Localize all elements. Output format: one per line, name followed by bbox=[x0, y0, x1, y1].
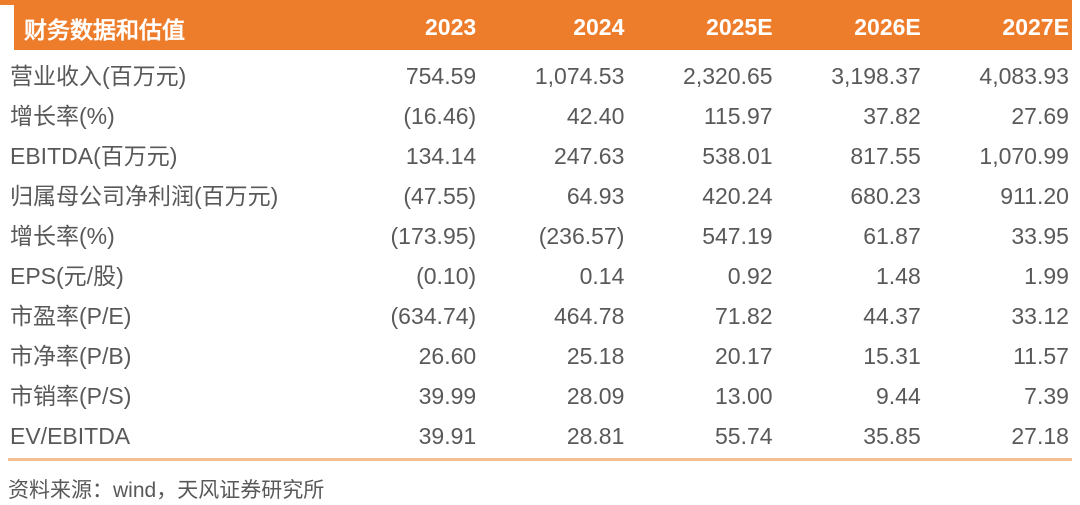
cell-value: 9.44 bbox=[875, 383, 921, 409]
cell-value: 42.40 bbox=[566, 103, 625, 129]
table-row: EBITDA(百万元) 134.14 247.63 538.01 817.55 1,070… bbox=[0, 136, 1071, 176]
cell-value: (236.57) bbox=[538, 223, 625, 249]
row-label: 市净率(P/B) bbox=[10, 343, 132, 369]
cell-value: (173.95) bbox=[390, 223, 477, 249]
table-row: 市盈率(P/E) (634.74) 464.78 71.82 44.37 33.12 bbox=[0, 296, 1071, 336]
cell-value: 1.48 bbox=[875, 263, 921, 289]
table-row: EV/EBITDA 39.91 28.81 55.74 35.85 27.18 bbox=[0, 416, 1071, 456]
cell-value: 13.00 bbox=[715, 383, 773, 409]
cell-value: 35.85 bbox=[863, 423, 921, 449]
cell-value: 71.82 bbox=[715, 303, 773, 329]
cell-value: 44.37 bbox=[863, 303, 921, 329]
cell-value: 39.91 bbox=[418, 423, 477, 449]
row-label: 增长率(%) bbox=[10, 223, 115, 249]
column-header-2023: 2023 bbox=[425, 14, 477, 40]
cell-value: 1,074.53 bbox=[534, 63, 625, 89]
cell-value: 37.82 bbox=[863, 103, 921, 129]
table-row: 营业收入(百万元) 754.59 1,074.53 2,320.65 3,198.37 4… bbox=[0, 56, 1071, 96]
row-label: EBITDA(百万元) bbox=[10, 143, 178, 169]
source-note: 资料来源：wind，天风证券研究所 bbox=[8, 479, 325, 502]
cell-value: 538.01 bbox=[702, 143, 773, 169]
cell-value: 25.18 bbox=[566, 343, 625, 369]
table-top-border bbox=[0, 0, 1072, 5]
table-body: 营业收入(百万元) 754.59 1,074.53 2,320.65 3,198.37 4… bbox=[0, 50, 1080, 456]
cell-value: 33.12 bbox=[1011, 303, 1069, 329]
table-title: 财务数据和估值 bbox=[24, 16, 185, 43]
cell-value: 28.09 bbox=[566, 383, 625, 409]
cell-value: 15.31 bbox=[863, 343, 921, 369]
cell-value: 61.87 bbox=[863, 223, 921, 249]
table-row: 市净率(P/B) 26.60 25.18 20.17 15.31 11.57 bbox=[0, 336, 1071, 376]
cell-value: 39.99 bbox=[418, 383, 477, 409]
row-label: EPS(元/股) bbox=[10, 263, 124, 289]
cell-value: 0.14 bbox=[579, 263, 625, 289]
cell-value: 33.95 bbox=[1011, 223, 1069, 249]
cell-value: 134.14 bbox=[405, 143, 477, 169]
cell-value: (0.10) bbox=[416, 263, 477, 289]
row-label: 增长率(%) bbox=[10, 103, 115, 129]
row-label: 市盈率(P/E) bbox=[10, 303, 132, 329]
cell-value: 911.20 bbox=[1000, 183, 1069, 209]
cell-value: 547.19 bbox=[702, 223, 773, 249]
cell-value: 11.57 bbox=[1013, 343, 1069, 369]
cell-value: 20.17 bbox=[715, 343, 773, 369]
cell-value: (16.46) bbox=[403, 103, 477, 129]
row-label: EV/EBITDA bbox=[10, 423, 131, 449]
cell-value: 64.93 bbox=[566, 183, 625, 209]
cell-value: 754.59 bbox=[405, 63, 477, 89]
cell-value: 3,198.37 bbox=[831, 63, 921, 89]
cell-value: (634.74) bbox=[390, 303, 477, 329]
table-row: 增长率(%) (173.95) (236.57) 547.19 61.87 33.95 bbox=[0, 216, 1071, 256]
cell-value: 115.97 bbox=[703, 103, 773, 129]
cell-value: 26.60 bbox=[418, 343, 477, 369]
cell-value: 0.92 bbox=[727, 263, 773, 289]
cell-value: 1.99 bbox=[1024, 263, 1069, 289]
column-header-2024: 2024 bbox=[573, 14, 625, 40]
cell-value: 420.24 bbox=[702, 183, 773, 209]
cell-value: 2,320.65 bbox=[683, 63, 773, 89]
cell-value: 27.69 bbox=[1011, 103, 1069, 129]
column-header-2027e: 2027E bbox=[1002, 14, 1069, 40]
cell-value: 28.81 bbox=[566, 423, 625, 449]
row-label: 营业收入(百万元) bbox=[10, 63, 187, 89]
row-label: 归属母公司净利润(百万元) bbox=[10, 183, 279, 209]
column-header-2026e: 2026E bbox=[854, 14, 921, 40]
table-header-row: 财务数据和估值 2023 2024 2025E 2026E 2027E bbox=[0, 5, 1080, 50]
cell-value: 4,083.93 bbox=[979, 63, 1069, 89]
cell-value: 55.74 bbox=[715, 423, 773, 449]
header-background bbox=[14, 5, 1072, 50]
cell-value: (47.55) bbox=[403, 183, 477, 209]
cell-value: 27.18 bbox=[1011, 423, 1069, 449]
cell-value: 1,070.99 bbox=[979, 143, 1069, 169]
table-row: EPS(元/股) (0.10) 0.14 0.92 1.48 1.99 bbox=[0, 256, 1071, 296]
cell-value: 680.23 bbox=[850, 183, 921, 209]
table-bottom-border bbox=[8, 458, 1072, 461]
column-header-2025e: 2025E bbox=[706, 14, 773, 40]
table-row: 归属母公司净利润(百万元) (47.55) 64.93 420.24 680.23 911… bbox=[0, 176, 1071, 216]
table-row: 增长率(%) (16.46) 42.40 115.97 37.82 27.69 bbox=[0, 96, 1071, 136]
cell-value: 817.55 bbox=[850, 143, 921, 169]
cell-value: 7.39 bbox=[1024, 383, 1069, 409]
cell-value: 247.63 bbox=[554, 143, 625, 169]
cell-value: 464.78 bbox=[554, 303, 625, 329]
table-row: 市销率(P/S) 39.99 28.09 13.00 9.44 7.39 bbox=[0, 376, 1071, 416]
row-label: 市销率(P/S) bbox=[10, 383, 132, 409]
